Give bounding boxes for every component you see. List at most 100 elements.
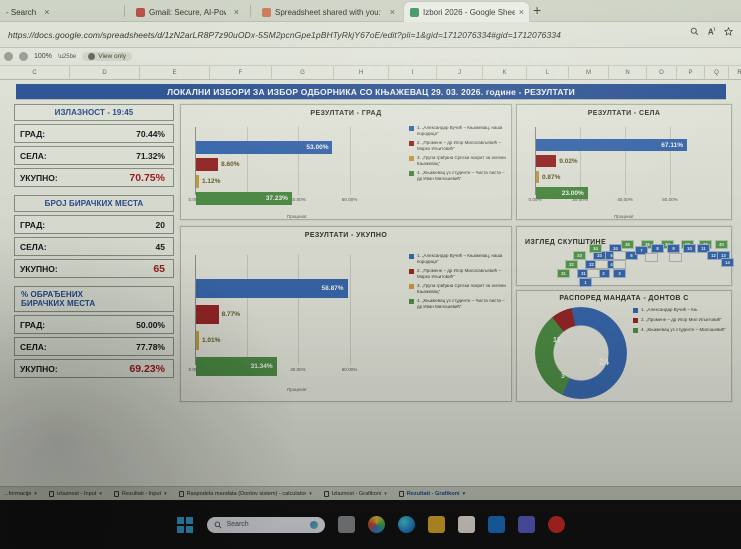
file-explorer-icon[interactable] (337, 516, 355, 533)
adobe-icon[interactable] (547, 516, 565, 533)
sheet-tab-0[interactable]: ...formacije ▾ (4, 491, 37, 497)
assembly-seat-31: 31 (557, 269, 570, 278)
chevron-down-icon[interactable]: ▾ (309, 490, 312, 497)
assembly-seat-empty-2 (613, 260, 626, 269)
kpi-value: 70.44% (136, 128, 165, 139)
column-header-l[interactable]: L (527, 66, 569, 79)
column-header-p[interactable]: P (677, 66, 705, 79)
kpi-row-item-1: СЕЛА: 71.32% (14, 146, 174, 165)
assembly-seat-14: 14 (721, 258, 734, 267)
new-tab-button[interactable]: + (533, 2, 542, 18)
sheet-tab-label: ...formacije (4, 490, 32, 497)
sheet-tab-label: Raspodela mandata (Dontov sistem) - calc… (186, 490, 307, 497)
column-header-h[interactable]: H (334, 66, 389, 79)
sheets-share-favicon-icon (262, 7, 271, 17)
view-only-badge[interactable]: View only (82, 52, 132, 61)
browser-tab-3-active[interactable]: Izbori 2026 - Google Sheets × (404, 2, 529, 22)
read-aloud-icon[interactable]: A\ (707, 27, 715, 37)
bar-3: 0.87% (536, 171, 560, 183)
column-header-e[interactable]: E (140, 66, 210, 79)
kpi-panel-1: БРОЈ БИРАЧКИХ МЕСТА ГРАД: 20 СЕЛА: 45 УКУПНО:… (14, 195, 174, 278)
column-header-n[interactable]: N (609, 66, 647, 79)
bar-value-label: 9.02% (559, 157, 578, 165)
column-header-k[interactable]: K (483, 66, 527, 79)
column-header-g[interactable]: G (272, 66, 334, 79)
gridline (580, 127, 581, 195)
chart-card-rezultati-grad: РЕЗУЛТАТИ - ГРАД 0.00%20.00%40.00%60.00%… (180, 104, 512, 220)
column-header-f[interactable]: F (210, 66, 272, 79)
chevron-down-icon[interactable]: ▾ (164, 490, 167, 497)
chevron-down-icon[interactable]: ▾ (384, 490, 387, 497)
assembly-seat-35: 35 (621, 240, 634, 249)
column-header-j[interactable]: J (437, 66, 483, 79)
browser-tab-1[interactable]: Gmail: Secure, AI-Powered Email f × (130, 2, 245, 22)
bar-3: 1.01% (196, 331, 220, 350)
bar-4: 37.23% (196, 192, 292, 205)
edge-icon[interactable] (397, 516, 415, 533)
omnibar-icon-group: A\ (690, 27, 733, 37)
sheet-tab-5[interactable]: Rezultati - Grafikoni ▾ (398, 490, 466, 497)
column-header-m[interactable]: M (569, 66, 609, 79)
store-icon[interactable] (457, 516, 475, 533)
tab-close-icon[interactable]: × (389, 7, 395, 17)
address-bar[interactable]: https://docs.google.com/spreadsheets/d/1… (0, 22, 741, 48)
search-icon[interactable] (690, 27, 699, 36)
legend-label: 4. „Књажевац уз студенте – Милошевић“ (641, 327, 726, 332)
tab-title: - Search (6, 7, 37, 17)
sheet-tab-label: Izlaznost - Input (56, 490, 97, 497)
copilot-mini-icon[interactable] (309, 520, 318, 529)
column-header-d[interactable]: D (70, 66, 140, 79)
search-input[interactable]: Search (206, 516, 325, 533)
assembly-seat-34: 34 (589, 244, 602, 253)
browser-tab-0[interactable]: - Search × (0, 2, 118, 22)
legend-item-1: 1. „Александар Вучић – Књажевац, наша по… (409, 125, 509, 136)
browser-tab-2[interactable]: Spreadsheet shared with you: "Izl × (256, 2, 401, 22)
x-tick-label: 0.00% (188, 367, 202, 372)
x-tick-label: 40.00% (290, 197, 306, 202)
chevron-down-icon[interactable]: ▾ (34, 490, 37, 497)
kpi-row-total: УКУПНО: 65 (14, 259, 174, 278)
column-header-c[interactable]: C (0, 66, 70, 79)
favorite-star-icon[interactable] (724, 27, 733, 37)
tab-close-icon[interactable]: × (518, 7, 524, 17)
sheet-tab-3[interactable]: Raspodela mandata (Dontov sistem) - calc… (178, 490, 312, 497)
legend-swatch (633, 318, 638, 323)
chevron-down-icon[interactable]: ▾ (462, 490, 466, 497)
zoom-level[interactable]: 100% (34, 53, 52, 60)
sheet-tab-1[interactable]: Izlaznost - Input ▾ (48, 490, 102, 497)
column-header-i[interactable]: I (389, 66, 437, 79)
assembly-seat-9: 9 (667, 244, 680, 253)
sheets-toolbar: 100% \u25be View only (0, 48, 741, 66)
undo-icon[interactable] (4, 52, 13, 61)
outlook-icon[interactable] (487, 516, 505, 533)
tab-close-icon[interactable]: × (44, 7, 50, 17)
sheet-tab-2[interactable]: Rezultati - Input ▾ (113, 490, 167, 497)
legend-label: 1. „Александар Вучић – Књ (641, 307, 698, 312)
x-tick-label: 40.00% (617, 197, 633, 202)
sheet-tab-4[interactable]: Izlaznost - Grafikoni ▾ (323, 490, 387, 497)
column-header-q[interactable]: Q (705, 66, 729, 79)
legend-label: 2. „Промене – др Игор Мил Иљитовић“ (641, 317, 722, 322)
column-header-o[interactable]: O (647, 66, 677, 79)
column-header-r[interactable]: R (729, 66, 741, 79)
teams-icon[interactable] (517, 516, 535, 533)
start-icon[interactable] (177, 516, 194, 533)
google-sheets-favicon-icon (410, 7, 419, 17)
chevron-down-icon[interactable]: ▾ (99, 490, 102, 497)
lock-icon (178, 490, 184, 497)
y-axis-line (195, 255, 196, 365)
tab-divider (250, 5, 251, 17)
lock-icon (48, 490, 54, 497)
folder-icon[interactable] (427, 516, 445, 533)
kpi-panel-heading: ИЗЛАЗНОСТ - 19:45 (14, 104, 174, 121)
legend-item-2: 2. „Промене – др Игор Мил Иљитовић“ (633, 317, 731, 323)
zoom-caret-icon[interactable]: \u25be (57, 53, 77, 60)
copilot-icon[interactable] (367, 516, 385, 533)
legend-item-2: 2. „Промене – др Игор Милосављевић – Мар… (409, 140, 509, 151)
bar-2: 9.02% (536, 155, 578, 167)
gridline (349, 127, 351, 195)
gmail-favicon-icon (136, 7, 145, 17)
tab-close-icon[interactable]: × (233, 7, 239, 17)
print-icon[interactable] (19, 52, 28, 61)
